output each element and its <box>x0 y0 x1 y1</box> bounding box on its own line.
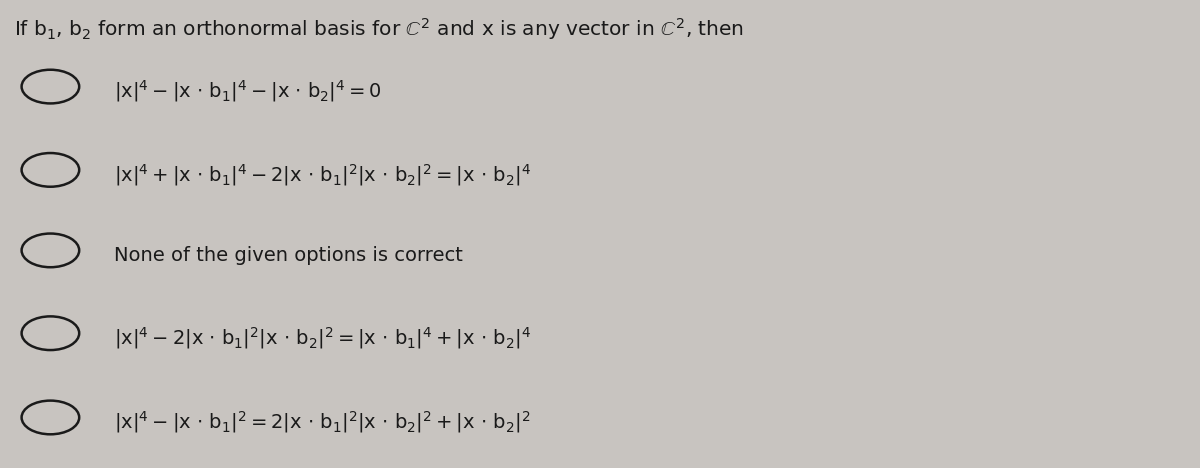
Text: $|$x$|^4 - |$x $\cdot$ b$_1|^4 - |$x $\cdot$ b$_2|^4 = 0$: $|$x$|^4 - |$x $\cdot$ b$_1|^4 - |$x $\c… <box>114 78 382 104</box>
Text: $|$x$|^4 + |$x $\cdot$ b$_1|^4 - 2|$x $\cdot$ b$_1|^2|$x $\cdot$ b$_2|^2 = |$x $: $|$x$|^4 + |$x $\cdot$ b$_1|^4 - 2|$x $\… <box>114 161 530 188</box>
Text: $|$x$|^4 - |$x $\cdot$ b$_1|^2 = 2|$x $\cdot$ b$_1|^2|$x $\cdot$ b$_2|^2 + |$x $: $|$x$|^4 - |$x $\cdot$ b$_1|^2 = 2|$x $\… <box>114 409 530 435</box>
Text: None of the given options is correct: None of the given options is correct <box>114 246 463 264</box>
Text: If b$_1$, b$_2$ form an orthonormal basis for $\mathbb{C}^2$ and x is any vector: If b$_1$, b$_2$ form an orthonormal basi… <box>14 16 744 42</box>
Text: $|$x$|^4 - 2|$x $\cdot$ b$_1|^2|$x $\cdot$ b$_2|^2 = |$x $\cdot$ b$_1|^4 + |$x $: $|$x$|^4 - 2|$x $\cdot$ b$_1|^2|$x $\cdo… <box>114 325 530 351</box>
